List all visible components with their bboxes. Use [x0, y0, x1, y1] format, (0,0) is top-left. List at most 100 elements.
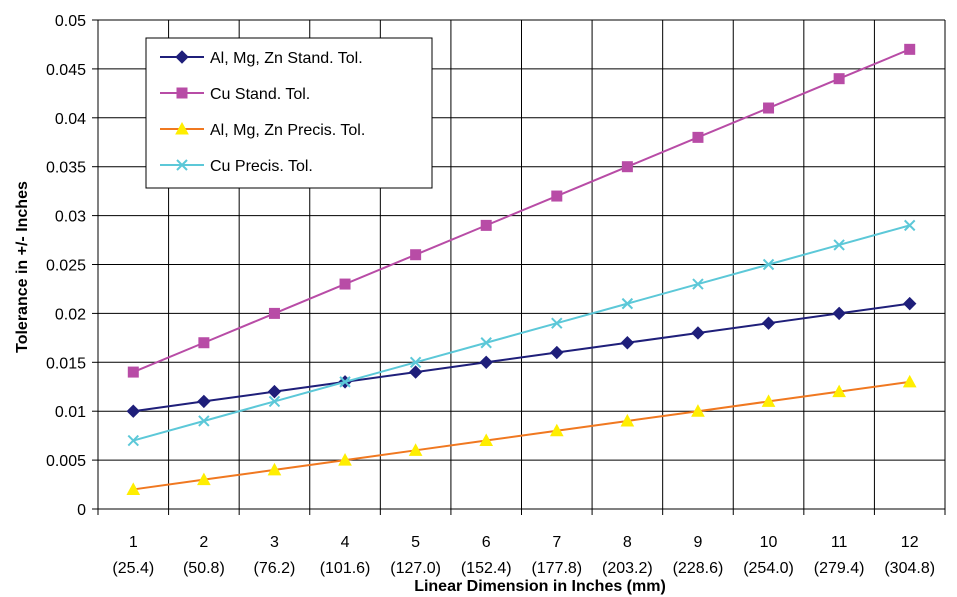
- x-tick-label: 12: [901, 534, 919, 551]
- square-marker: [410, 249, 422, 261]
- x-marker-stroke: [904, 219, 916, 232]
- y-tick-label: 0.025: [46, 258, 86, 275]
- diamond-marker: [832, 306, 846, 321]
- x-marker: [551, 317, 563, 329]
- x-tick-label: 1: [129, 534, 138, 551]
- x-marker: [127, 434, 139, 447]
- x-tick-sublabel: (177.8): [531, 560, 582, 577]
- x-tick-label: 5: [411, 534, 420, 551]
- legend-label: Al, Mg, Zn Stand. Tol.: [210, 50, 363, 67]
- x-marker-stroke: [833, 239, 845, 251]
- triangle-marker: [549, 423, 564, 437]
- x-marker: [904, 219, 916, 232]
- y-axis-ticks: 0 0.005 0.01 0.015 0.02 0.025 0.03 0.035 0.04 0.0…: [46, 13, 86, 519]
- diamond-marker: [620, 336, 635, 350]
- y-tick-label: 0: [77, 502, 86, 519]
- x-marker-stroke: [176, 159, 188, 171]
- square-marker: [176, 87, 188, 99]
- y-tick-label: 0.03: [55, 209, 86, 226]
- triangle-marker: [126, 482, 141, 495]
- x-marker-stroke: [692, 278, 704, 290]
- x-tick-sublabel: (254.0): [743, 560, 794, 577]
- series-line: [133, 224, 910, 442]
- x-marker: [339, 376, 351, 388]
- legend-item: Cu Stand. Tol.: [160, 86, 310, 103]
- series-line: [133, 302, 910, 413]
- square-marker: [763, 102, 775, 114]
- x-marker: [833, 239, 845, 251]
- triangle-marker: [267, 462, 282, 476]
- x-tick-label: 4: [341, 534, 350, 551]
- square-marker: [833, 73, 845, 85]
- x-tick-sublabel: (50.8): [183, 560, 225, 577]
- square-marker: [621, 161, 633, 173]
- x-tick-sublabel: (127.0): [390, 560, 441, 577]
- triangle-marker: [175, 121, 189, 135]
- x-marker: [621, 297, 634, 310]
- triangle-marker: [902, 374, 917, 388]
- x-axis-title: Linear Dimension in Inches (mm): [414, 578, 666, 595]
- x-marker: [176, 159, 188, 171]
- diamond-marker: [197, 394, 211, 409]
- x-tick-sublabel: (152.4): [461, 560, 512, 577]
- diamond-marker: [691, 326, 705, 340]
- legend-item: Al, Mg, Zn Stand. Tol.: [160, 50, 363, 67]
- series: [127, 43, 916, 378]
- square-marker: [480, 219, 492, 231]
- square-marker: [198, 337, 210, 349]
- y-tick-label: 0.01: [55, 404, 86, 421]
- triangle-marker: [691, 404, 705, 417]
- legend-label: Cu Precis. Tol.: [210, 158, 313, 175]
- series: [127, 219, 916, 447]
- x-tick-sublabel: (76.2): [254, 560, 296, 577]
- series-line: [133, 380, 910, 491]
- diamond-marker: [903, 296, 917, 311]
- x-marker: [409, 356, 422, 369]
- y-axis-title: Tolerance in +/- Inches: [14, 181, 31, 353]
- triangle-marker: [761, 394, 776, 407]
- series-layer: [126, 43, 917, 495]
- x-marker-stroke: [480, 337, 492, 349]
- diamond-marker: [126, 404, 140, 418]
- legend-label: Al, Mg, Zn Precis. Tol.: [210, 122, 365, 139]
- series: [126, 374, 917, 495]
- y-tick-label: 0.035: [46, 160, 86, 177]
- legend-label: Cu Stand. Tol.: [210, 86, 310, 103]
- triangle-marker: [620, 413, 635, 427]
- square-marker: [268, 307, 280, 319]
- y-tick-label: 0.005: [46, 453, 86, 470]
- x-tick-sublabel: (25.4): [112, 560, 154, 577]
- y-tick-label: 0.045: [46, 62, 86, 79]
- legend-item: Al, Mg, Zn Precis. Tol.: [160, 121, 365, 139]
- x-marker: [762, 258, 775, 271]
- x-marker: [480, 337, 492, 349]
- triangle-marker: [338, 453, 352, 466]
- x-tick-label: 11: [831, 534, 848, 551]
- x-marker-stroke: [127, 434, 139, 447]
- x-marker: [692, 278, 704, 290]
- x-tick-sublabel: (203.2): [602, 560, 653, 577]
- x-tick-label: 2: [199, 534, 208, 551]
- square-marker: [551, 190, 563, 202]
- legend-item: Cu Precis. Tol.: [160, 158, 313, 175]
- legend-box: [145, 37, 433, 189]
- y-tick-label: 0.04: [55, 111, 86, 128]
- diamond-marker: [267, 384, 282, 399]
- x-tick-sublabel: (279.4): [814, 560, 865, 577]
- x-marker-stroke: [198, 415, 210, 427]
- x-marker-stroke: [621, 297, 634, 310]
- legend: Al, Mg, Zn Stand. Tol. Cu Stand. Tol. Al, …: [145, 37, 433, 189]
- triangle-marker: [197, 472, 211, 486]
- square-marker: [692, 131, 704, 143]
- x-tick-label: 7: [552, 534, 561, 551]
- x-marker-stroke: [762, 258, 775, 271]
- diamond-marker: [550, 345, 564, 360]
- square-marker: [339, 278, 351, 290]
- square-marker: [904, 43, 916, 55]
- x-marker-stroke: [409, 356, 422, 369]
- diamond-marker: [408, 365, 423, 379]
- diamond-marker: [175, 50, 189, 64]
- y-tick-label: 0.015: [46, 355, 86, 372]
- x-tick-label: 10: [760, 534, 778, 551]
